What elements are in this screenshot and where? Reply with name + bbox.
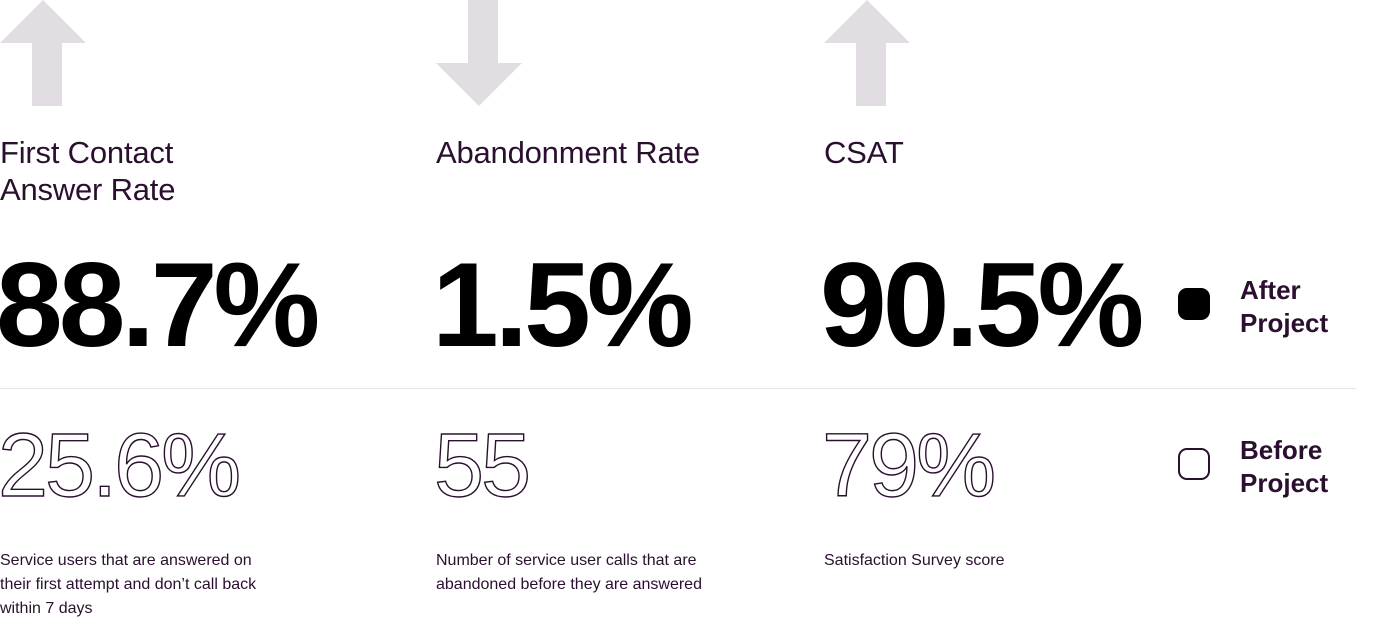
arrow-down-icon <box>436 0 522 106</box>
after-value: 90.5% <box>820 238 1144 372</box>
row-divider <box>0 388 1356 389</box>
metric-description: Service users that are answered on their… <box>0 552 257 617</box>
arrow-up-icon <box>0 0 86 106</box>
before-swatch <box>1178 448 1210 480</box>
arrow-up-icon <box>824 0 910 106</box>
legend-after-label: After Project <box>1240 275 1329 338</box>
metric-title: Abandonment Rate <box>436 135 700 170</box>
metric-description: Satisfaction Survey score <box>824 552 1005 569</box>
after-swatch <box>1178 288 1210 320</box>
before-value: 55 <box>433 415 532 516</box>
metric-description: Number of service user calls that are ab… <box>436 552 702 593</box>
before-value: 79% <box>821 415 997 516</box>
after-value: 88.7% <box>0 238 320 372</box>
legend-before-label: Before Project <box>1240 435 1329 498</box>
before-value: 25.6% <box>0 415 242 516</box>
metric-title: First Contact Answer Rate <box>0 135 176 207</box>
after-value: 1.5% <box>432 238 694 372</box>
metric-title: CSAT <box>824 135 904 170</box>
